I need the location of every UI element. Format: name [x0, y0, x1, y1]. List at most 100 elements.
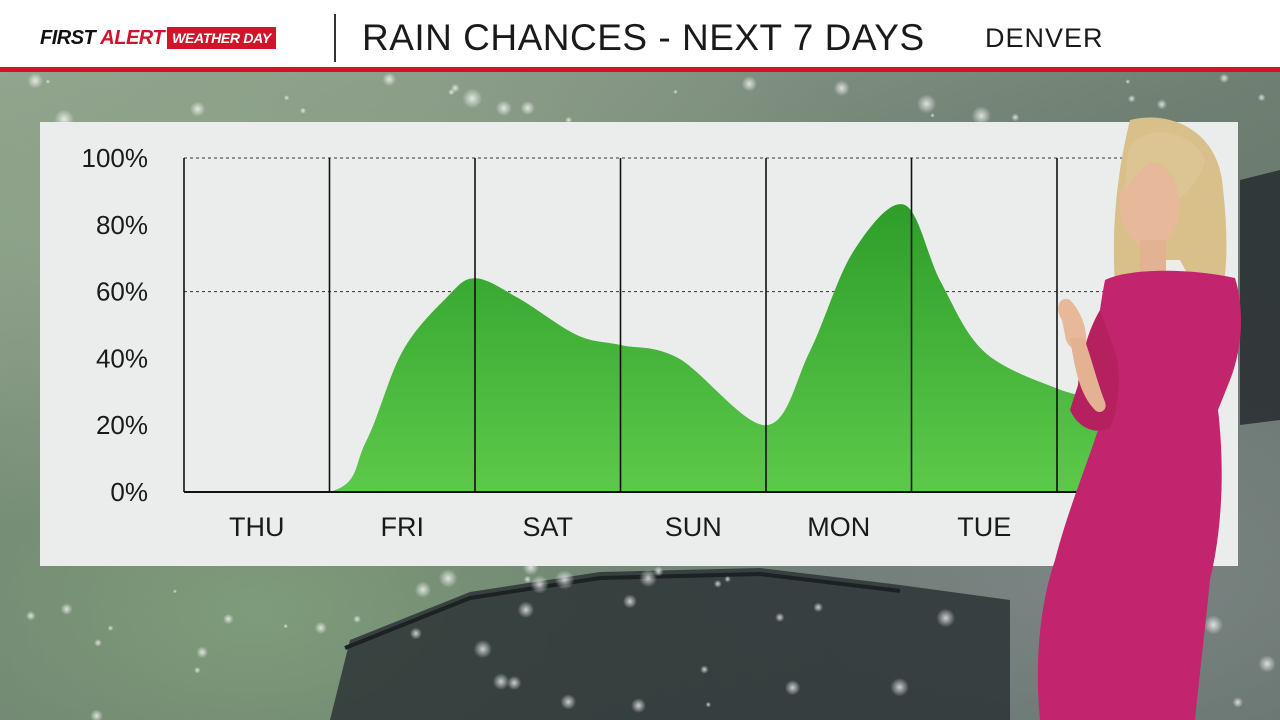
- rain-chance-chart: 0% 20% 40% 60% 80% 100% THU FRI SAT SUN MON TUE: [82, 143, 1203, 542]
- rain-drop: [283, 95, 290, 101]
- header-divider: [334, 14, 336, 62]
- rain-drop: [438, 568, 458, 588]
- rain-drop: [971, 106, 991, 126]
- rain-drop: [1156, 99, 1168, 110]
- rain-drop: [1127, 94, 1136, 103]
- umbrella-edge: [344, 571, 901, 650]
- chart-panel: 0% 20% 40% 60% 80% 100% THU FRI SAT SUN MON TUE: [40, 122, 1238, 566]
- rain-drop: [1258, 655, 1276, 673]
- rain-drop: [196, 646, 209, 659]
- y-tick-label: 40%: [96, 343, 148, 373]
- rain-drop: [930, 113, 935, 118]
- chart-day-dividers: [183, 158, 1058, 492]
- rain-drop: [473, 639, 492, 659]
- y-axis-ticks: 0% 20% 40% 60% 80% 100%: [82, 143, 149, 507]
- presenter-hair-front: [1125, 132, 1205, 200]
- rain-drop: [1011, 113, 1020, 122]
- rain-drop: [523, 575, 532, 583]
- x-tick-label: FRI: [381, 512, 425, 542]
- rain-drop: [448, 88, 455, 96]
- presenter-dress: [1037, 270, 1242, 720]
- y-tick-label: 100%: [82, 143, 149, 173]
- rain-drop: [673, 89, 678, 95]
- rain-drop: [172, 589, 177, 594]
- rain-drop: [916, 94, 937, 114]
- rain-drop: [554, 569, 575, 590]
- presenter-hand: [1058, 299, 1087, 351]
- y-tick-label: 60%: [96, 277, 148, 307]
- rain-drop: [813, 602, 824, 613]
- rain-drop: [936, 608, 956, 628]
- rain-drop: [700, 665, 709, 674]
- rain-drop: [622, 594, 637, 609]
- x-tick-label: MON: [807, 512, 870, 542]
- rain-drop: [492, 673, 510, 690]
- rain-drop: [507, 675, 522, 691]
- rain-drop: [560, 694, 577, 710]
- rain-drop: [631, 698, 646, 713]
- rain-drop: [639, 569, 658, 588]
- rain-drop: [94, 638, 102, 647]
- rain-drop: [1125, 79, 1131, 85]
- rain-drop: [713, 579, 722, 588]
- logo-first-text: FIRST: [40, 26, 96, 49]
- rain-drop: [565, 116, 573, 124]
- y-tick-label: 80%: [96, 210, 148, 240]
- rain-drop: [530, 575, 549, 594]
- umbrella-silhouette: [330, 568, 1010, 720]
- x-tick-label: THU: [229, 512, 285, 542]
- location-label: DENVER: [985, 23, 1104, 53]
- rain-drop: [414, 581, 432, 598]
- rain-drop: [462, 88, 483, 109]
- rain-drop: [299, 107, 307, 114]
- logo-alert-text: ALERT: [100, 26, 165, 49]
- umbrella-silhouette-right: [1240, 170, 1280, 425]
- rain-drop: [283, 623, 289, 629]
- rain-drop: [520, 100, 535, 116]
- presenter-figure: [1037, 117, 1242, 720]
- rain-drop: [409, 627, 422, 640]
- rain-drop: [784, 680, 801, 696]
- presenter-face: [1120, 163, 1180, 247]
- y-tick-label: 0%: [110, 477, 148, 507]
- y-tick-label: 20%: [96, 410, 148, 440]
- rain-drop: [190, 101, 206, 117]
- rain-drop: [741, 76, 757, 92]
- rain-drop: [45, 79, 51, 84]
- station-logo: FIRST ALERT WEATHER DAY: [40, 26, 276, 50]
- presenter-forearm: [1070, 338, 1106, 413]
- rain-drop: [60, 603, 73, 615]
- rain-drop: [724, 575, 731, 583]
- chart-gridlines: [184, 157, 1203, 293]
- rain-drop: [223, 613, 234, 625]
- rain-chance-area: [184, 204, 1101, 492]
- x-tick-label: TUE: [957, 512, 1011, 542]
- rain-drop: [517, 601, 535, 619]
- rain-drop: [1257, 93, 1266, 102]
- rain-drop: [1232, 697, 1244, 708]
- rain-drop: [775, 612, 785, 623]
- rain-drop: [25, 610, 36, 621]
- rain-drop: [705, 701, 712, 708]
- rain-drop: [495, 100, 512, 117]
- rain-drop: [833, 80, 850, 97]
- rain-drop: [90, 709, 103, 720]
- rain-drop: [382, 72, 397, 87]
- rain-drop: [353, 615, 361, 623]
- rain-drop: [890, 677, 909, 697]
- header-bar: FIRST ALERT WEATHER DAY RAIN CHANCES - N…: [0, 0, 1280, 72]
- x-tick-label: SUN: [665, 512, 722, 542]
- logo-weather-day-badge: WEATHER DAY: [167, 27, 276, 49]
- presenter-neck: [1140, 240, 1166, 276]
- chart-area-layer: [184, 204, 1203, 493]
- x-axis-ticks: THU FRI SAT SUN MON TUE: [229, 512, 1011, 542]
- x-tick-label: SAT: [522, 512, 573, 542]
- rain-drop: [1219, 73, 1230, 84]
- rain-drop: [194, 666, 201, 674]
- rain-drop: [314, 621, 327, 635]
- rain-drop: [27, 72, 44, 89]
- page-title: RAIN CHANCES - NEXT 7 DAYS: [362, 17, 925, 58]
- rain-drop: [107, 625, 114, 631]
